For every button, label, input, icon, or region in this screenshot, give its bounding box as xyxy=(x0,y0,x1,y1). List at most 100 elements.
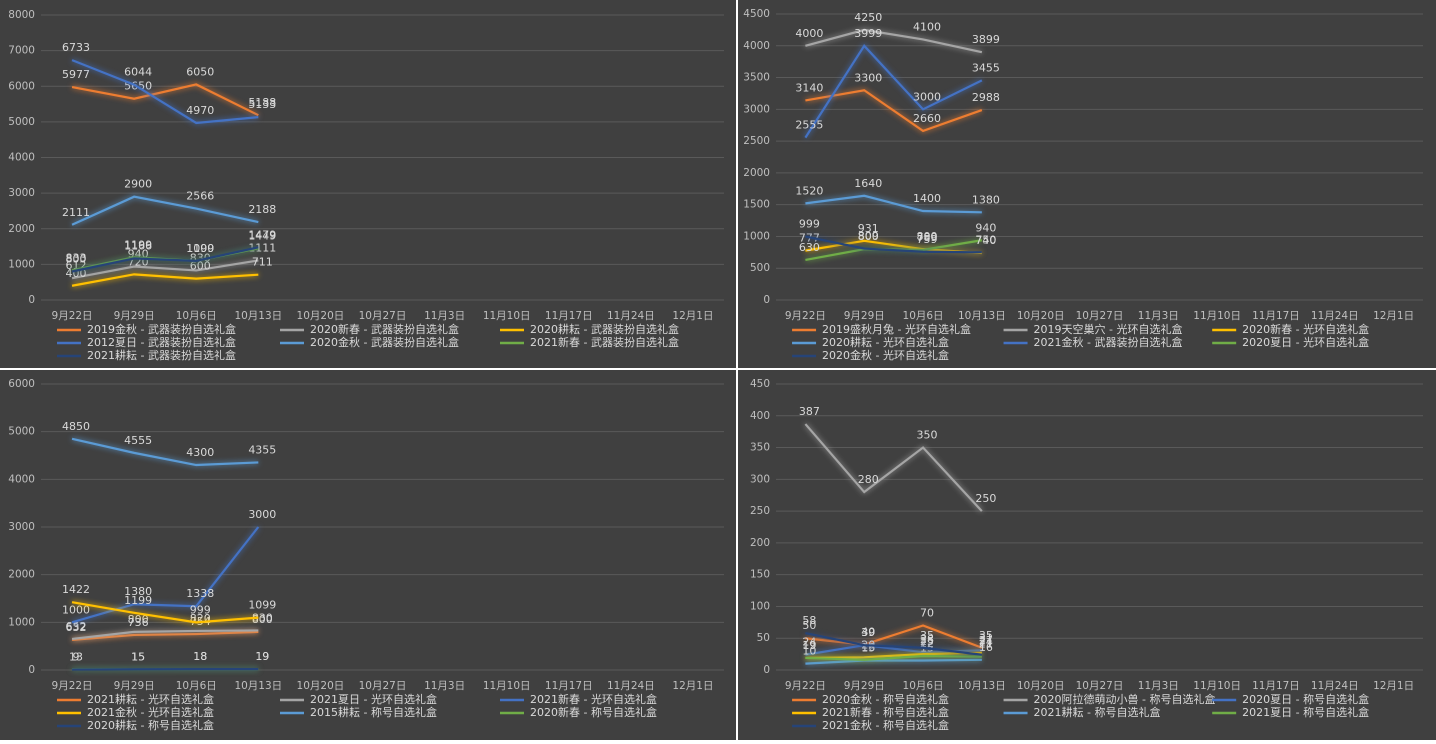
x-tick-label: 12月1日 xyxy=(672,680,713,692)
data-label: 16 xyxy=(861,641,875,654)
y-tick-label: 4000 xyxy=(8,152,35,164)
legend-label: 2020夏日 - 光环自选礼盒 xyxy=(1242,335,1369,349)
data-label: 6050 xyxy=(186,65,214,78)
data-label: 2988 xyxy=(972,91,1000,104)
x-tick-label: 9月29日 xyxy=(114,680,155,692)
x-tick-label: 10月20日 xyxy=(1017,310,1065,322)
series-line xyxy=(805,424,981,511)
y-tick-label: 1000 xyxy=(743,230,770,242)
legend-label: 2021金秋 - 武器装扮自选礼盒 xyxy=(1034,335,1183,349)
x-tick-label: 9月22日 xyxy=(785,310,826,322)
y-tick-label: 400 xyxy=(750,410,770,422)
data-label: 35 xyxy=(920,629,934,642)
x-tick-label: 9月22日 xyxy=(785,680,826,692)
y-tick-label: 300 xyxy=(750,473,770,485)
x-tick-label: 11月10日 xyxy=(483,310,531,322)
y-tick-label: 450 xyxy=(750,378,770,390)
data-label: 6733 xyxy=(62,41,90,54)
data-label: 1640 xyxy=(854,177,882,190)
y-tick-label: 2500 xyxy=(743,135,770,147)
x-tick-label: 11月10日 xyxy=(1193,680,1241,692)
legend-label: 2021耕耘 - 武器装扮自选礼盒 xyxy=(87,348,236,362)
data-label: 58 xyxy=(802,614,816,627)
data-label: 5977 xyxy=(62,68,90,81)
data-label: 2660 xyxy=(913,112,941,125)
x-tick-label: 11月17日 xyxy=(1252,310,1300,322)
data-label: 2900 xyxy=(124,178,152,191)
data-label: 3140 xyxy=(795,81,823,94)
x-tick-label: 10月6日 xyxy=(903,310,944,322)
x-tick-label: 10月13日 xyxy=(234,680,282,692)
legend-label: 2020金秋 - 武器装扮自选礼盒 xyxy=(310,335,459,349)
legend-label: 2019金秋 - 武器装扮自选礼盒 xyxy=(87,322,236,336)
chart: 0500100015002000250030003500400045009月22… xyxy=(738,0,1436,368)
data-label: 2555 xyxy=(795,119,823,132)
legend-label: 2020金秋 - 光环自选礼盒 xyxy=(822,348,949,362)
data-label: 1380 xyxy=(972,193,1000,206)
series-line xyxy=(805,30,981,52)
data-label: 18 xyxy=(193,650,207,663)
x-tick-label: 11月3日 xyxy=(1138,680,1179,692)
legend-label: 2015耕耘 - 称号自选礼盒 xyxy=(310,705,437,719)
y-tick-label: 0 xyxy=(763,664,770,676)
x-tick-label: 10月27日 xyxy=(1076,680,1124,692)
y-tick-label: 3000 xyxy=(8,521,35,533)
series-line xyxy=(72,84,258,115)
y-tick-label: 150 xyxy=(750,569,770,581)
data-label: 19 xyxy=(802,639,816,652)
y-tick-label: 50 xyxy=(757,632,770,644)
y-tick-label: 3000 xyxy=(743,103,770,115)
x-tick-label: 10月6日 xyxy=(176,310,217,322)
data-label: 1520 xyxy=(795,184,823,197)
x-tick-label: 11月17日 xyxy=(1252,680,1300,692)
x-tick-label: 11月24日 xyxy=(607,310,655,322)
x-tick-label: 10月27日 xyxy=(359,310,407,322)
data-label: 3300 xyxy=(854,71,882,84)
data-label: 4250 xyxy=(854,11,882,24)
y-tick-label: 4500 xyxy=(743,8,770,20)
series-line xyxy=(72,439,258,465)
x-tick-label: 11月3日 xyxy=(1138,310,1179,322)
data-label: 39 xyxy=(861,626,875,639)
x-tick-label: 11月10日 xyxy=(1193,310,1241,322)
legend-label: 2020新春 - 武器装扮自选礼盒 xyxy=(310,322,459,336)
legend-label: 2021新春 - 称号自选礼盒 xyxy=(822,705,949,719)
data-label: 999 xyxy=(190,603,211,616)
data-label: 1166 xyxy=(124,239,152,252)
x-tick-label: 11月10日 xyxy=(483,680,531,692)
x-tick-label: 9月22日 xyxy=(52,310,93,322)
legend-label: 2019天空巢穴 - 光环自选礼盒 xyxy=(1034,322,1183,336)
legend-label: 2021金秋 - 称号自选礼盒 xyxy=(822,718,949,732)
legend-label: 2021耕耘 - 称号自选礼盒 xyxy=(1034,705,1161,719)
data-label: 3999 xyxy=(854,27,882,40)
x-tick-label: 10月27日 xyxy=(359,680,407,692)
y-tick-label: 0 xyxy=(28,294,35,306)
data-label: 3000 xyxy=(248,508,276,521)
data-label: 250 xyxy=(975,492,996,505)
data-label: 4850 xyxy=(62,420,90,433)
x-tick-label: 9月29日 xyxy=(844,680,885,692)
y-tick-label: 3500 xyxy=(743,72,770,84)
y-tick-label: 1500 xyxy=(743,199,770,211)
x-tick-label: 10月6日 xyxy=(176,680,217,692)
x-tick-label: 10月20日 xyxy=(297,310,345,322)
series-line xyxy=(805,46,981,138)
data-label: 800 xyxy=(66,253,87,266)
data-label: 1099 xyxy=(248,599,276,612)
data-label: 4355 xyxy=(248,443,276,456)
legend-label: 2020夏日 - 称号自选礼盒 xyxy=(1242,692,1369,706)
y-tick-label: 500 xyxy=(750,262,770,274)
data-label: 1422 xyxy=(62,583,90,596)
x-tick-label: 11月3日 xyxy=(424,310,465,322)
data-label: 70 xyxy=(920,607,934,620)
y-tick-label: 6000 xyxy=(8,80,35,92)
data-label: 280 xyxy=(858,473,879,486)
x-tick-label: 10月20日 xyxy=(1017,680,1065,692)
data-label: 999 xyxy=(799,218,820,231)
legend-label: 2012夏日 - 武器装扮自选礼盒 xyxy=(87,335,236,349)
y-tick-label: 5000 xyxy=(8,116,35,128)
